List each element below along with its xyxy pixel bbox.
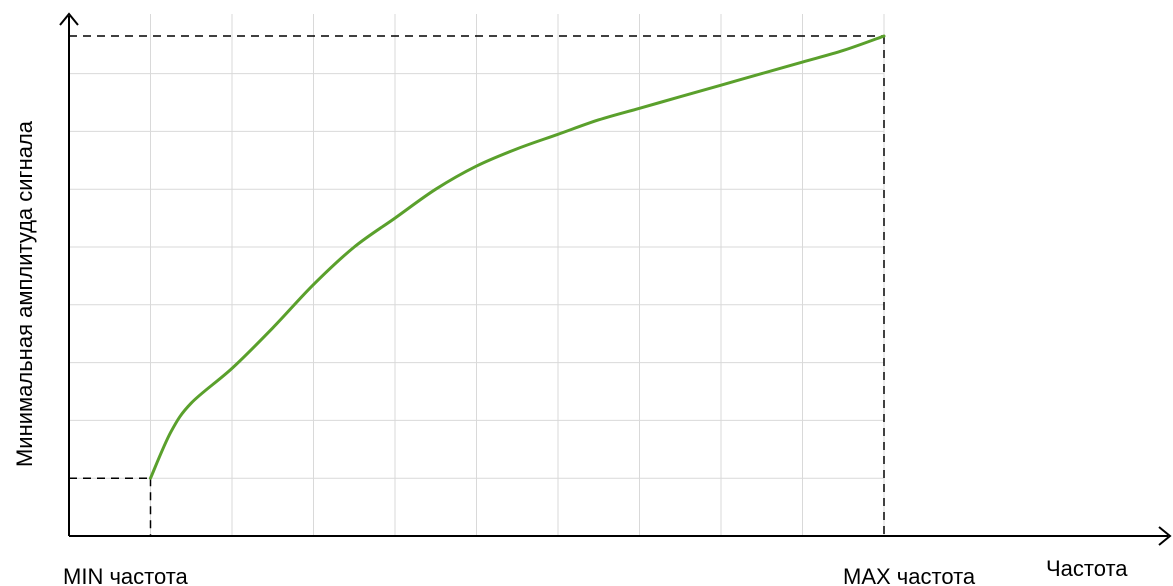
- y-axis-label: Минимальная амплитуда сигнала: [12, 120, 37, 467]
- guide-lines: [69, 35, 885, 536]
- y-axis-arrow: [59, 12, 79, 26]
- x-axis-label: Частота: [1046, 556, 1128, 581]
- x-tick-label-min: MIN частота: [63, 564, 189, 586]
- grid: [69, 14, 885, 536]
- series-line: [149, 34, 886, 480]
- x-axis-arrow: [1158, 526, 1172, 546]
- x-tick-label-max: MAX частота: [843, 564, 976, 586]
- axes: [59, 12, 1172, 546]
